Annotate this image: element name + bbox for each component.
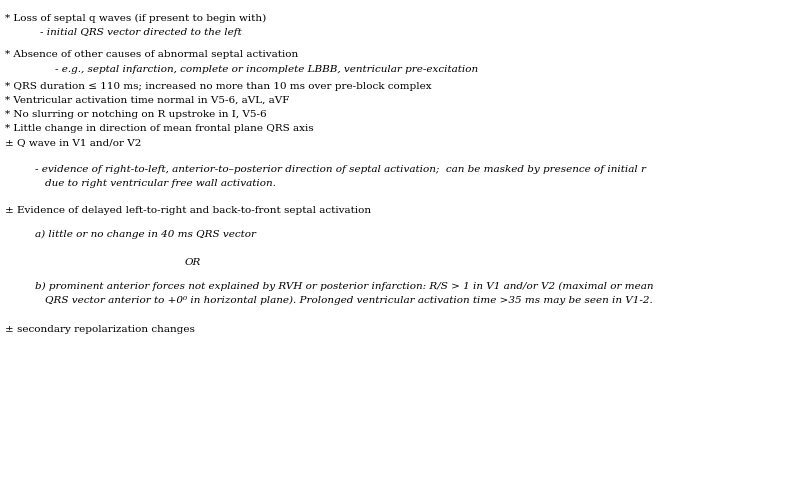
Text: - evidence of right-to-left, anterior-to–posterior direction of septal activatio: - evidence of right-to-left, anterior-to… <box>35 165 646 174</box>
Text: QRS vector anterior to +0⁰ in horizontal plane). Prolonged ventricular activatio: QRS vector anterior to +0⁰ in horizontal… <box>45 296 653 305</box>
Text: ± secondary repolarization changes: ± secondary repolarization changes <box>5 325 195 334</box>
Text: * Absence of other causes of abnormal septal activation: * Absence of other causes of abnormal se… <box>5 50 298 59</box>
Text: * QRS duration ≤ 110 ms; increased no more than 10 ms over pre-block complex: * QRS duration ≤ 110 ms; increased no mo… <box>5 82 432 91</box>
Text: OR: OR <box>185 258 201 267</box>
Text: * Little change in direction of mean frontal plane QRS axis: * Little change in direction of mean fro… <box>5 124 314 133</box>
Text: ± Q wave in V1 and/or V2: ± Q wave in V1 and/or V2 <box>5 138 141 147</box>
Text: a) little or no change in 40 ms QRS vector: a) little or no change in 40 ms QRS vect… <box>35 230 256 239</box>
Text: - e.g., septal infarction, complete or incomplete LBBB, ventricular pre-excitati: - e.g., septal infarction, complete or i… <box>55 65 478 74</box>
Text: * Ventricular activation time normal in V5-6, aVL, aVF: * Ventricular activation time normal in … <box>5 96 290 105</box>
Text: * Loss of septal q waves (if present to begin with): * Loss of septal q waves (if present to … <box>5 14 267 23</box>
Text: ± Evidence of delayed left-to-right and back-to-front septal activation: ± Evidence of delayed left-to-right and … <box>5 206 371 215</box>
Text: * No slurring or notching on R upstroke in I, V5-6: * No slurring or notching on R upstroke … <box>5 110 267 119</box>
Text: - initial QRS vector directed to the left: - initial QRS vector directed to the lef… <box>40 28 242 37</box>
Text: b) prominent anterior forces not explained by RVH or posterior infarction: R/S >: b) prominent anterior forces not explain… <box>35 282 654 291</box>
Text: due to right ventricular free wall activation.: due to right ventricular free wall activ… <box>45 179 276 188</box>
